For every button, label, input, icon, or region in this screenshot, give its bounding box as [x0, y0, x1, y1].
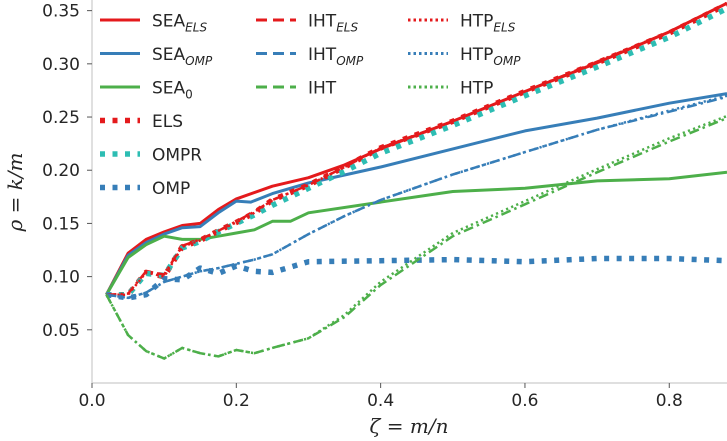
y-tick-label: 0.15 — [42, 214, 80, 234]
y-axis-title: ρ = k/m — [3, 152, 27, 232]
ticks-layer: 0.0 0.2 0.4 0.6 0.8 0.05 0.10 0.15 0.20 0.25 0.30 0… — [42, 2, 683, 411]
y-tick-label: 0.35 — [42, 2, 80, 22]
series-layer — [105, 1, 727, 360]
x-axis-title: ζ = m/n — [370, 414, 449, 438]
legend-label-htp-els: HTPELS — [460, 12, 516, 35]
series-line-htp-dotted — [105, 114, 727, 360]
y-tick-label: 0.30 — [42, 55, 80, 75]
x-tick-label: 0.2 — [223, 391, 250, 411]
legend-label-iht-els: IHTELS — [308, 12, 358, 35]
series-line-iht-omp-dashdot — [106, 95, 727, 300]
legend-label-sea-els: SEAELS — [152, 12, 207, 35]
x-tick-label: 0.4 — [367, 391, 394, 411]
y-tick-label: 0.25 — [42, 108, 80, 128]
series-line-iht-els-dashdot — [106, 2, 727, 296]
y-tick-label: 0.10 — [42, 268, 80, 288]
legend: SEAELS SEAOMP SEA0 ELS OMPR OMP IHTELS IHTOMP IH… — [100, 12, 521, 199]
series-line-sea-omp-solid — [105, 92, 727, 296]
series-line-sea-0-solid — [105, 170, 727, 296]
y-tick-label: 0.05 — [42, 321, 80, 341]
x-tick-label: 0.0 — [78, 391, 105, 411]
legend-label-sea-0: SEA0 — [152, 79, 193, 102]
x-tick-label: 0.8 — [656, 391, 683, 411]
legend-label-omp: OMP — [152, 179, 190, 199]
legend-label-ompr: OMPR — [152, 146, 202, 166]
y-tick-label: 0.20 — [42, 161, 80, 181]
legend-label-iht-omp: IHTOMP — [308, 45, 364, 68]
series-line-omp-dotted-thick — [105, 255, 727, 301]
legend-label-els: ELS — [152, 112, 183, 132]
legend-label-iht: IHT — [308, 79, 337, 99]
legend-label-htp-omp: HTPOMP — [460, 45, 521, 68]
x-tick-label: 0.6 — [511, 391, 538, 411]
legend-label-htp: HTP — [460, 79, 493, 99]
legend-label-sea-omp: SEAOMP — [152, 45, 213, 68]
